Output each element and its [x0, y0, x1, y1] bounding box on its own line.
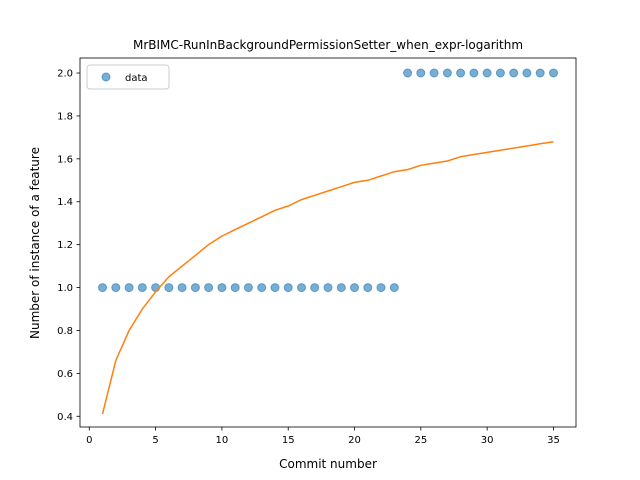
data-point [389, 283, 399, 293]
axes: 0 5 10 15 20 25 30 35 0.4 0.6 0.8 1.0 1.2 1.4 1.6 1.8 2.… [57, 57, 577, 446]
y-tick-label: 1.2 [57, 240, 73, 251]
data-point [535, 68, 545, 78]
data-point [509, 68, 519, 78]
x-axis-label: Commit number [279, 457, 377, 471]
y-tick-label: 1.4 [57, 197, 73, 208]
data-point [549, 68, 558, 78]
x-tick-label: 0 [86, 435, 92, 446]
data-point [495, 68, 505, 78]
data-point [350, 283, 359, 293]
y-axis-label: Number of instance of a feature [28, 147, 42, 339]
x-tick-label: 20 [348, 435, 361, 446]
y-tick-label: 1.8 [57, 111, 73, 122]
data-point [469, 68, 479, 78]
x-tick-label: 25 [414, 435, 427, 446]
data-point [310, 283, 320, 293]
y-tick-label: 1.0 [57, 283, 73, 294]
data-point [177, 283, 187, 293]
data-point [137, 283, 147, 293]
data-point [363, 283, 373, 293]
data-point [230, 283, 240, 293]
y-tick-label: 0.4 [57, 412, 73, 423]
data-point [522, 68, 532, 78]
y-tick-label: 2.0 [57, 69, 73, 80]
x-tick-label: 35 [547, 435, 560, 446]
x-tick-label: 30 [481, 435, 494, 446]
fit-line [101, 140, 554, 415]
data-point [456, 68, 466, 78]
x-tick-label: 10 [216, 435, 229, 446]
data-point [270, 283, 280, 293]
data-point [257, 283, 267, 293]
data-point [283, 283, 293, 293]
data-point [376, 283, 386, 293]
data-point [297, 283, 306, 293]
data-point [124, 283, 134, 293]
data-point [403, 68, 413, 78]
data-point [111, 283, 121, 293]
y-tick-label: 1.6 [57, 154, 73, 165]
data-point [217, 283, 227, 293]
chart-title: MrBIMC-RunInBackgroundPermissionSetter_w… [133, 38, 523, 52]
plot-area [98, 68, 558, 415]
data-point [204, 283, 214, 293]
data-point [336, 283, 346, 293]
data-point [98, 283, 107, 293]
data-point [429, 68, 439, 78]
data-point [442, 68, 452, 78]
axes-frame [79, 57, 577, 428]
data-point [482, 68, 492, 78]
data-point [190, 283, 200, 293]
legend: data [86, 64, 170, 90]
data-point [243, 283, 253, 293]
legend-label: data [125, 73, 148, 84]
legend-box [86, 64, 170, 90]
y-tick-label: 0.8 [57, 326, 73, 337]
x-tick-label: 15 [282, 435, 295, 446]
data-point [416, 68, 426, 78]
x-tick-label: 5 [152, 435, 158, 446]
data-point [323, 283, 333, 293]
legend-marker [101, 72, 111, 82]
data-point [164, 283, 174, 293]
y-tick-label: 0.6 [57, 369, 73, 380]
